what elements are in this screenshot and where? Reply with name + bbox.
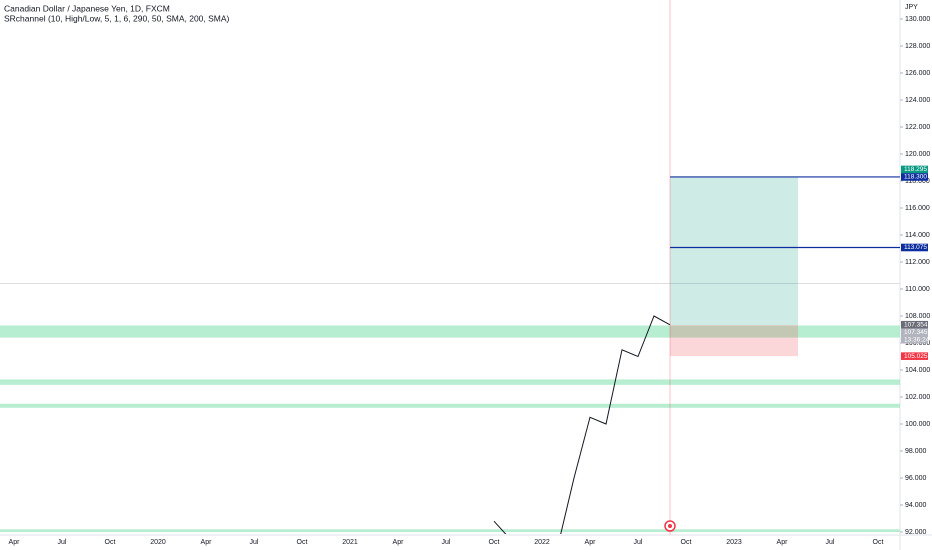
y-tick-label: 130.000 xyxy=(905,16,930,23)
price-label: 107.345 xyxy=(904,329,928,336)
x-tick-label: Jul xyxy=(250,539,259,546)
price-label: 118.300 xyxy=(904,174,927,181)
x-tick-label: 2020 xyxy=(150,539,166,546)
y-tick-label: 96.000 xyxy=(905,475,927,482)
x-tick-label: Apr xyxy=(585,539,597,546)
today-marker-dot xyxy=(668,524,672,528)
sr-zone xyxy=(0,529,900,532)
y-tick-label: 92.000 xyxy=(905,529,927,536)
y-tick-label: 108.000 xyxy=(905,313,930,320)
x-tick-label: 2023 xyxy=(726,539,742,546)
price-label-bg xyxy=(901,165,928,174)
price-label-bg xyxy=(901,335,928,344)
price-label: 107.354 xyxy=(904,321,928,328)
price-line xyxy=(493,315,671,534)
y-tick-label: 118.000 xyxy=(905,178,930,185)
x-tick-label: Apr xyxy=(777,539,789,546)
x-tick-label: Oct xyxy=(297,539,308,546)
y-tick-label: 94.000 xyxy=(905,502,927,509)
chart-title: Canadian Dollar / Japanese Yen, 1D, FXCM xyxy=(4,3,170,13)
sr-zone xyxy=(0,379,900,385)
x-tick-label: Jul xyxy=(826,539,835,546)
x-tick-label: Oct xyxy=(105,539,116,546)
x-tick-label: Apr xyxy=(201,539,213,546)
y-unit: JPY xyxy=(905,4,918,11)
y-tick-label: 110.000 xyxy=(905,286,930,293)
y-tick-label: 126.000 xyxy=(905,70,930,77)
x-tick-label: Oct xyxy=(873,539,884,546)
y-tick-label: 116.000 xyxy=(905,205,930,212)
x-tick-label: Apr xyxy=(393,539,405,546)
price-label: 113.075 xyxy=(904,244,927,251)
loss-zone xyxy=(670,325,798,357)
y-tick-label: 120.000 xyxy=(905,151,930,158)
price-label-bg xyxy=(901,320,928,329)
y-tick-label: 102.000 xyxy=(905,394,930,401)
x-tick-label: Oct xyxy=(489,539,500,546)
sr-zone xyxy=(0,325,900,338)
y-tick-label: 124.000 xyxy=(905,97,930,104)
x-tick-label: Apr xyxy=(9,539,21,546)
y-tick-label: 104.000 xyxy=(905,367,930,374)
y-tick-label: 98.000 xyxy=(905,448,927,455)
x-tick-label: Oct xyxy=(681,539,692,546)
y-tick-label: 114.000 xyxy=(905,232,930,239)
profit-zone xyxy=(670,176,798,326)
plot-area xyxy=(0,176,900,534)
y-tick-label: 112.000 xyxy=(905,259,930,266)
x-tick-label: 2021 xyxy=(342,539,358,546)
x-tick-label: 2022 xyxy=(534,539,550,546)
price-label: 105.025 xyxy=(904,353,928,360)
sr-zone xyxy=(0,403,900,408)
price-label-bg xyxy=(901,173,928,181)
price-label-bg xyxy=(901,243,928,252)
y-tick-label: 100.000 xyxy=(905,421,930,428)
price-label: 118.295 xyxy=(904,166,927,173)
x-tick-label: Jul xyxy=(442,539,451,546)
indicator-label: SRchannel (10, High/Low, 5, 1, 6, 290, 5… xyxy=(4,13,230,23)
price-label-bg xyxy=(901,328,928,337)
price-label: 13:36:24 xyxy=(904,336,930,343)
price-label-bg xyxy=(901,352,928,360)
x-tick-label: Jul xyxy=(634,539,643,546)
y-tick-label: 122.000 xyxy=(905,124,930,131)
x-tick-label: Jul xyxy=(58,539,67,546)
y-tick-label: 128.000 xyxy=(905,43,930,50)
